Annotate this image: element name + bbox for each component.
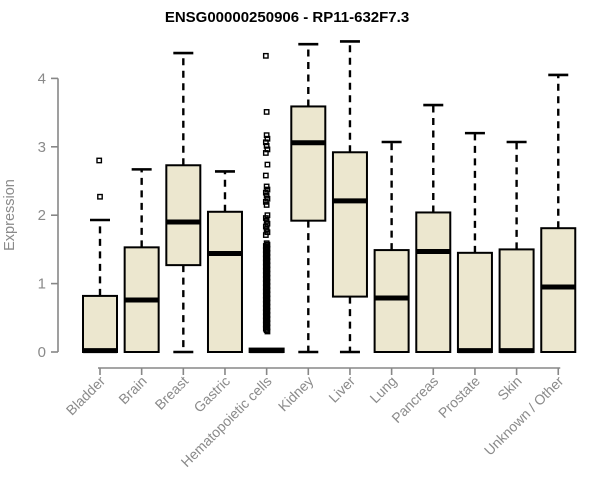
outlier-point [97, 193, 103, 200]
box-iqr [82, 294, 118, 353]
outlier-point [96, 157, 103, 164]
outlier-point [262, 150, 269, 156]
box-iqr [540, 227, 577, 353]
x-axis-tick-label: Unknown / Other [481, 373, 567, 459]
outlier-point [263, 132, 270, 139]
outlier-point [262, 198, 269, 205]
outlier-point [262, 172, 269, 179]
outlier-point [262, 52, 269, 59]
outlier-point [263, 192, 270, 199]
y-axis-tick-label: 0 [38, 344, 46, 361]
box-iqr [206, 210, 243, 353]
outlier-point [263, 202, 270, 208]
y-axis-tick-label: 1 [38, 276, 46, 293]
y-axis-tick-label: 2 [38, 207, 46, 224]
box-iqr [498, 248, 535, 353]
box-iqr [373, 249, 410, 353]
box-iqr [456, 251, 493, 354]
outlier-point [263, 327, 270, 334]
box-iqr [415, 211, 452, 353]
x-axis-tick-label: Lung [366, 373, 399, 406]
x-axis-tick-label: Prostate [435, 373, 483, 421]
box-iqr [165, 164, 202, 267]
x-axis-tick-label: Brain [115, 373, 149, 407]
x-axis-tick-label: Breast [152, 373, 192, 413]
outlier-point [262, 139, 269, 146]
x-axis-tick-label: Bladder [63, 373, 109, 419]
y-axis-tick-label: 3 [38, 139, 46, 156]
y-axis-title: Expression [2, 179, 18, 251]
outlier-point [262, 189, 269, 196]
outlier-point [263, 109, 270, 115]
y-axis-tick-label: 4 [38, 70, 46, 87]
outlier-point [263, 142, 270, 149]
box-iqr [290, 105, 327, 222]
x-axis-tick-label: Skin [494, 373, 525, 404]
x-axis-tick-label: Kidney [275, 373, 317, 415]
x-axis-tick-label: Liver [325, 373, 358, 406]
outlier-point [264, 161, 271, 168]
outlier-point [264, 328, 271, 335]
chart-title: ENSG00000250906 - RP11-632F7.3 [165, 9, 409, 26]
box-iqr [331, 151, 368, 298]
outlier-point [263, 183, 270, 190]
outlier-point [262, 232, 269, 238]
